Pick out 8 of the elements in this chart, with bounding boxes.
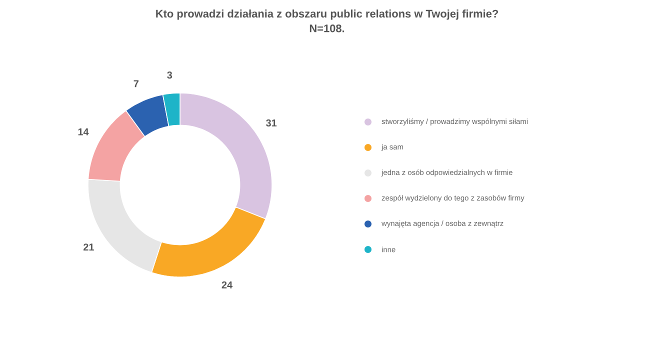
data-label: 24 xyxy=(222,281,232,288)
chart-subtitle: N=108. xyxy=(310,24,344,32)
data-label: 14 xyxy=(78,128,89,136)
data-label: 3 xyxy=(167,72,172,79)
data-label: 31 xyxy=(266,119,277,126)
data-label: 21 xyxy=(84,244,94,251)
chart-title: Kto prowadzi działania z obszaru public relations w Twojej firmie? xyxy=(156,10,498,20)
data-label: 7 xyxy=(134,80,138,88)
